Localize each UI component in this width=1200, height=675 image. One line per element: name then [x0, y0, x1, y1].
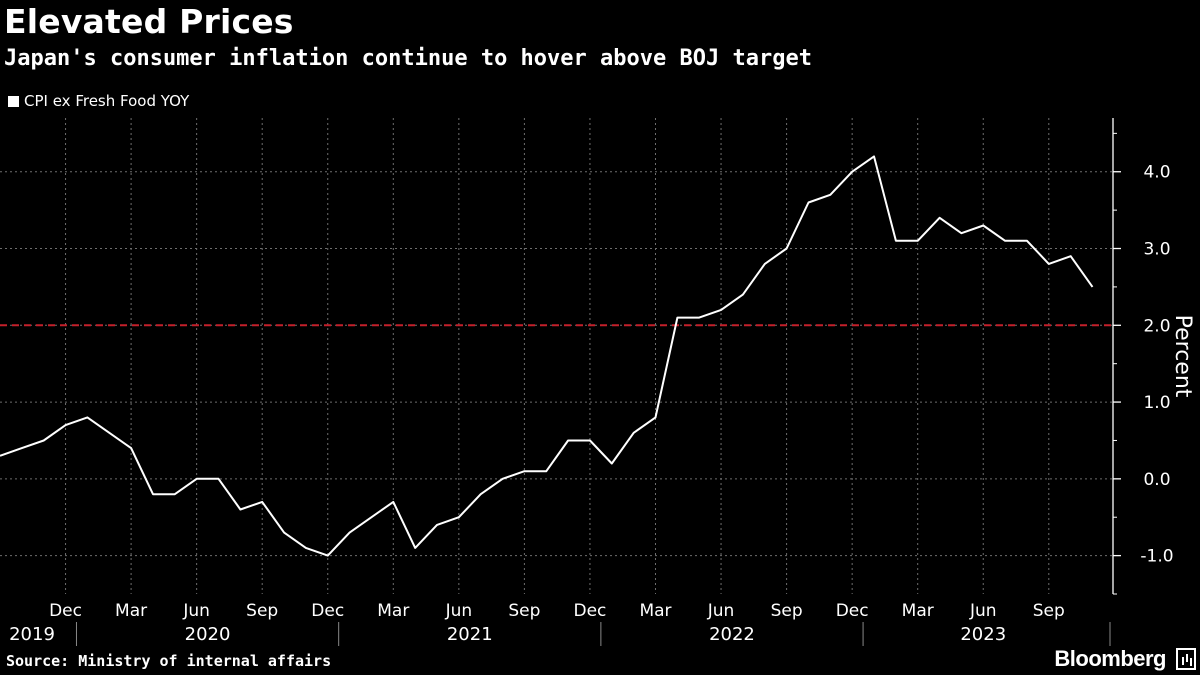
y-tick-label: 2.0 — [1143, 316, 1170, 336]
data-point — [829, 194, 831, 196]
x-tick-label: Jun — [969, 601, 997, 621]
y-axis-label: Percent — [1170, 315, 1195, 398]
legend-label: CPI ex Fresh Food YOY — [24, 92, 190, 110]
data-point — [414, 547, 416, 549]
data-point — [567, 439, 569, 441]
data-point — [523, 470, 525, 472]
data-point — [370, 516, 372, 518]
legend: CPI ex Fresh Food YOY — [8, 92, 189, 110]
data-point — [807, 201, 809, 203]
data-point — [589, 439, 591, 441]
x-tick-label: Dec — [573, 601, 606, 621]
data-point — [1070, 255, 1072, 257]
data-point — [633, 432, 635, 434]
data-point — [611, 462, 613, 464]
data-point — [786, 248, 788, 250]
brand-logo: Bloomberg — [1054, 646, 1166, 671]
data-point — [239, 509, 241, 511]
data-point — [261, 501, 263, 503]
data-point — [43, 439, 45, 441]
x-tick-label: Dec — [49, 601, 82, 621]
x-tick-label: Sep — [1033, 601, 1065, 621]
x-year-label: 2022 — [709, 624, 755, 645]
data-point — [86, 416, 88, 418]
data-point — [764, 263, 766, 265]
data-point — [196, 478, 198, 480]
data-point — [349, 532, 351, 534]
source-note: Source: Ministry of internal affairs — [6, 652, 332, 670]
data-point — [939, 217, 941, 219]
data-point — [545, 470, 547, 472]
data-point — [174, 493, 176, 495]
x-year-label: 2020 — [185, 624, 231, 645]
y-tick-label: -1.0 — [1140, 547, 1173, 567]
data-point — [480, 493, 482, 495]
data-point — [960, 232, 962, 234]
data-point — [655, 416, 657, 418]
x-tick-label: Jun — [445, 601, 473, 621]
y-tick-label: 4.0 — [1143, 163, 1170, 183]
data-point — [108, 432, 110, 434]
x-year-label: 2019 — [9, 624, 55, 645]
x-tick-label: Sep — [771, 601, 803, 621]
y-tick-label: 0.0 — [1143, 470, 1170, 490]
data-point — [851, 171, 853, 173]
x-year-label: 2023 — [960, 624, 1006, 645]
x-tick-label: Dec — [311, 601, 344, 621]
chart-subtitle: Japan's consumer inflation continue to h… — [4, 46, 812, 71]
x-year-label: 2021 — [447, 624, 493, 645]
data-point — [152, 493, 154, 495]
data-point — [895, 240, 897, 242]
x-tick-label: Mar — [902, 601, 934, 621]
data-point — [283, 532, 285, 534]
chart-title: Elevated Prices — [4, 2, 294, 41]
data-point — [458, 516, 460, 518]
data-point — [982, 224, 984, 226]
y-tick-label: 1.0 — [1143, 393, 1170, 413]
data-point — [327, 555, 329, 557]
x-tick-label: Jun — [182, 601, 210, 621]
data-point — [1048, 263, 1050, 265]
x-tick-label: Mar — [639, 601, 671, 621]
data-point — [218, 478, 220, 480]
x-tick-label: Jun — [707, 601, 735, 621]
y-tick-label: 3.0 — [1143, 240, 1170, 260]
data-point — [917, 240, 919, 242]
data-point — [1026, 240, 1028, 242]
data-point — [130, 447, 132, 449]
data-point — [742, 294, 744, 296]
x-tick-label: Sep — [246, 601, 278, 621]
data-point — [21, 447, 23, 449]
data-point — [436, 524, 438, 526]
data-point — [698, 317, 700, 319]
x-tick-label: Sep — [508, 601, 540, 621]
data-point — [873, 155, 875, 157]
data-point — [1004, 240, 1006, 242]
data-point — [392, 501, 394, 503]
data-point — [305, 547, 307, 549]
legend-swatch — [8, 95, 19, 107]
x-tick-label: Dec — [836, 601, 869, 621]
data-point — [1092, 286, 1094, 288]
x-tick-label: Mar — [115, 601, 147, 621]
data-point — [720, 309, 722, 311]
data-point — [676, 317, 678, 319]
terminal-icon — [1176, 648, 1196, 670]
data-point — [502, 478, 504, 480]
cpi-series-line — [0, 155, 1094, 557]
x-tick-label: Mar — [377, 601, 409, 621]
data-point — [65, 424, 67, 426]
